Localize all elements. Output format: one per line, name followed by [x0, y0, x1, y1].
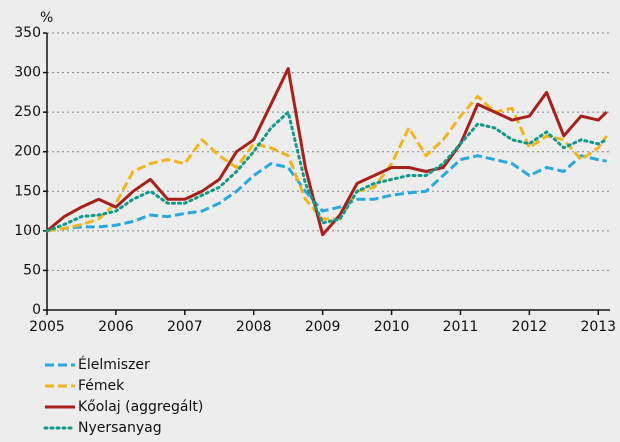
y-tick-label: 0 — [32, 302, 41, 318]
x-tick-label: 2009 — [305, 319, 341, 335]
series-line — [45, 110, 609, 233]
legend-label: Kőolaj (aggregált) — [78, 399, 203, 415]
x-tick-label: 2005 — [29, 319, 65, 335]
y-axis-label: % — [40, 10, 53, 26]
x-tick-label: 2013 — [580, 319, 616, 335]
y-tick-label: 250 — [14, 104, 41, 120]
legend-label: Fémek — [78, 378, 125, 394]
series-line — [46, 67, 608, 237]
y-tick-label: 200 — [14, 144, 41, 160]
x-tick-label: 2012 — [512, 319, 548, 335]
y-tick-label: 350 — [14, 25, 41, 41]
y-tick-label: 150 — [14, 183, 41, 199]
x-tick-label: 2007 — [167, 319, 203, 335]
legend-label: Élelmiszer — [78, 356, 150, 373]
x-tick-label: 2010 — [374, 319, 410, 335]
y-tick-label: 300 — [14, 65, 41, 81]
y-tick-label: 50 — [23, 262, 41, 278]
x-tick-label: 2011 — [443, 319, 479, 335]
x-tick-label: 2008 — [236, 319, 272, 335]
y-tick-label: 100 — [14, 223, 41, 239]
x-tick-label: 2006 — [98, 319, 134, 335]
series-line — [46, 154, 607, 233]
legend-label: Nyersanyag — [78, 420, 162, 436]
series-line — [46, 94, 608, 233]
